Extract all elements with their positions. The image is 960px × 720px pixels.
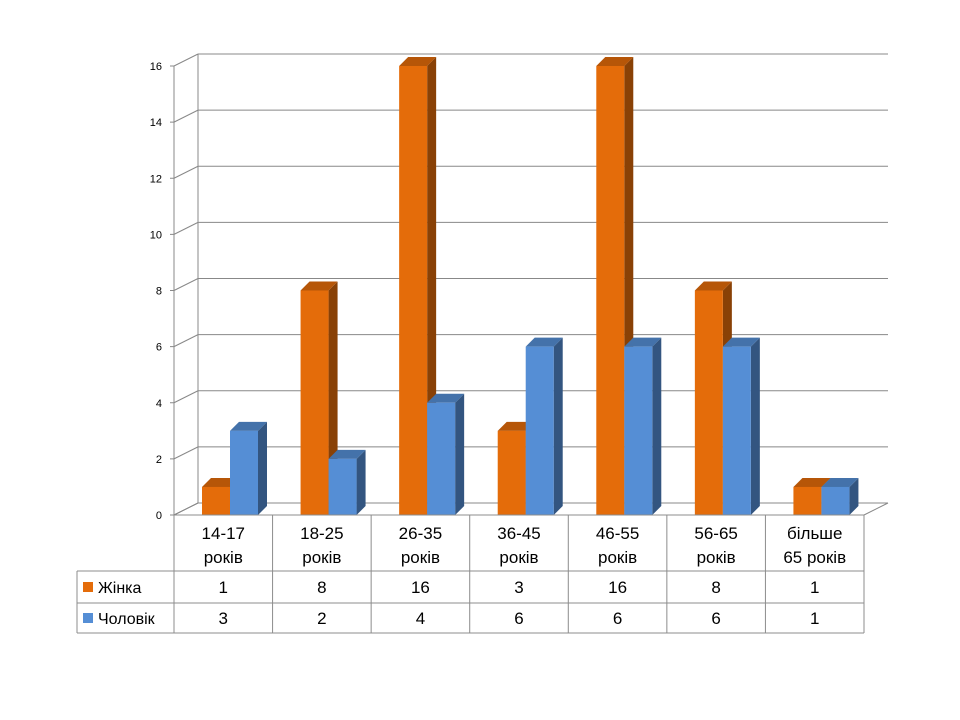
x-category-label: 36-45 <box>497 524 540 543</box>
data-table-value: 3 <box>219 609 228 628</box>
y-tick-label: 8 <box>156 286 162 298</box>
data-table-value: 8 <box>317 578 326 597</box>
bar-series-2 <box>821 477 859 515</box>
bar-series-2 <box>328 449 366 515</box>
x-category-label: 46-55 <box>596 524 639 543</box>
data-table-value: 8 <box>711 578 720 597</box>
bar-series-2 <box>624 337 662 515</box>
legend-swatch <box>83 582 93 592</box>
data-table-value: 1 <box>810 609 819 628</box>
data-table-value: 3 <box>514 578 523 597</box>
x-category-label: 26-35 <box>399 524 442 543</box>
data-table-value: 6 <box>613 609 622 628</box>
bar-series-2 <box>525 337 563 515</box>
data-table-value: 6 <box>711 609 720 628</box>
y-tick-label: 10 <box>150 229 162 241</box>
x-category-label: років <box>598 548 637 567</box>
x-category-label: більше <box>787 524 842 543</box>
x-category-label: років <box>204 548 243 567</box>
x-category-label: 18-25 <box>300 524 343 543</box>
y-tick-label: 4 <box>156 398 162 410</box>
data-table-value: 4 <box>416 609 425 628</box>
x-category-label: років <box>499 548 538 567</box>
data-table-value: 1 <box>810 578 819 597</box>
y-tick-label: 0 <box>156 510 162 522</box>
data-table-value: 2 <box>317 609 326 628</box>
legend-label: Чоловік <box>98 611 156 628</box>
bar-series-2 <box>230 421 267 515</box>
y-tick-label: 16 <box>150 61 162 73</box>
y-axis: 0 2 4 6 8 10 12 14 16 <box>150 61 174 522</box>
bars <box>202 57 859 515</box>
y-tick-label: 6 <box>156 342 162 354</box>
legend-swatch <box>83 613 93 623</box>
data-table: 14-17 років 18-25 років 26-35 років 36-45 років… <box>76 514 865 634</box>
x-category-label: 56-65 <box>694 524 737 543</box>
data-table-value: 16 <box>608 578 627 597</box>
x-category-label: років <box>401 548 440 567</box>
bar-series-2 <box>722 337 760 515</box>
y-tick-label: 14 <box>150 117 162 129</box>
y-tick-label: 2 <box>156 454 162 466</box>
legend-label: Жінка <box>98 580 142 597</box>
x-category-label: 14-17 <box>202 524 245 543</box>
data-table-value: 6 <box>514 609 523 628</box>
bar-series-2 <box>427 393 465 515</box>
data-table-value: 1 <box>219 578 228 597</box>
x-category-label: років <box>302 548 341 567</box>
data-table-value: 16 <box>411 578 430 597</box>
x-category-label: років <box>697 548 736 567</box>
x-category-label: 65 років <box>783 548 846 567</box>
y-tick-label: 12 <box>150 173 162 185</box>
